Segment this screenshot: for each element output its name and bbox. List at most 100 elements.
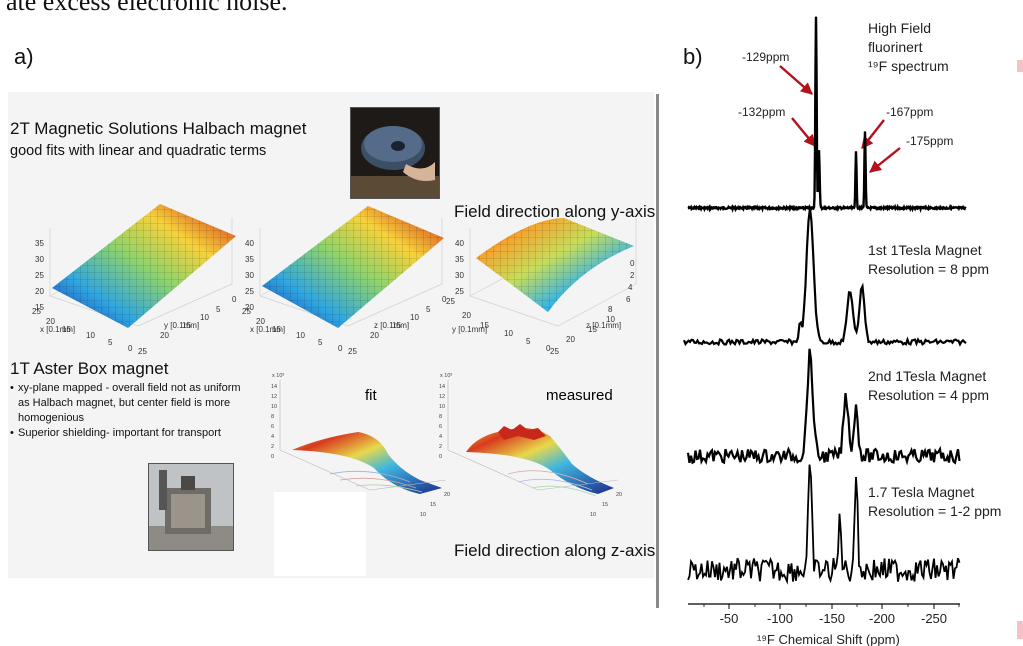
plot2-right-tick-1: 5 <box>426 305 431 314</box>
plot3-right-tick-4: 8 <box>608 305 613 314</box>
plot3-left-tick-1: 20 <box>462 311 471 320</box>
plot3-ztick-0: 40 <box>455 239 464 248</box>
x-tick-label: -150 <box>819 611 845 626</box>
spectrum-2-label-line1: 2nd 1Tesla Magnet <box>868 368 986 384</box>
plot2-ztick-2: 30 <box>245 271 254 280</box>
plot2-ztick-4: 20 <box>245 303 254 312</box>
bullet-dot: • <box>10 382 14 394</box>
aster-fit-ztick-2: 10 <box>271 404 277 410</box>
plot3-right-tick-1: 2 <box>630 271 635 280</box>
plot3-right-tick-7: 20 <box>566 335 575 344</box>
spectrum-1-label-line2: Resolution = 8 ppm <box>868 261 989 277</box>
page-top-text: ate excess electronic noise. <box>6 0 288 16</box>
aster-fit-exponent: x 10³ <box>272 373 284 379</box>
halbach-title: 2T Magnetic Solutions Halbach magnet <box>10 119 307 138</box>
plot3-left-tick-5: 0 <box>546 344 551 353</box>
plot1-ztick-2: 25 <box>35 271 44 280</box>
aster-measured-base-tick-3: 15 <box>602 502 608 508</box>
aster-measured-ztick-0: 14 <box>439 384 445 390</box>
spectrum-2-label-line2: Resolution = 4 ppm <box>868 387 989 403</box>
plot2-left-tick-4: 5 <box>318 338 323 347</box>
aster-fit-ztick-5: 4 <box>271 434 274 440</box>
plot2-right-tick-4: 20 <box>370 331 379 340</box>
plot3-right-tick-8: 25 <box>550 347 559 356</box>
blank-overlay <box>274 492 366 576</box>
plot2-left-tick-5: 0 <box>338 344 343 353</box>
spectrum-3-label-line2: Resolution = 1-2 ppm <box>868 503 1001 519</box>
plot2-right-axis: z [0.1mm] <box>374 321 409 330</box>
panel-b-label: b) <box>683 44 703 69</box>
plot1-left-tick-4: 5 <box>108 338 113 347</box>
plot1-right-tick-5: 25 <box>138 347 147 356</box>
aster-title: 1T Aster Box magnet <box>10 359 169 378</box>
plot1-right-tick-0: 0 <box>232 295 237 304</box>
bullet-dot: • <box>10 427 14 439</box>
aster-fit-ztick-1: 12 <box>271 394 277 400</box>
spectrum-1-7t <box>687 464 961 585</box>
plot3-left-tick-3: 10 <box>504 329 513 338</box>
plot1-right-tick-3: 15 <box>182 321 191 330</box>
plot1-left-tick-1: 20 <box>46 317 55 326</box>
plot1-ztick-1: 30 <box>35 255 44 264</box>
plot3-right-tick-6: 15 <box>588 325 597 334</box>
aster-bullet-2: • Superior shielding- important for tran… <box>10 426 248 441</box>
spectrum-1st-1t <box>682 207 967 347</box>
aster-fit-label: fit <box>365 387 378 404</box>
plot1-left-tick-3: 10 <box>86 331 95 340</box>
peak-label-175: -175ppm <box>906 134 953 148</box>
plot1-right-tick-2: 10 <box>200 313 209 322</box>
hf-title-line1: High Field <box>868 20 931 36</box>
aster-fit-base-tick-4: 20 <box>444 492 450 498</box>
plot1-ztick-4: 15 <box>35 303 44 312</box>
peak-label-132: -132ppm <box>738 105 785 119</box>
plot2-right-tick-2: 10 <box>410 313 419 322</box>
plot2-ztick-3: 25 <box>245 287 254 296</box>
spectrum-1-label-line1: 1st 1Tesla Magnet <box>868 242 982 258</box>
halbach-magnet-photo <box>350 107 440 199</box>
peak-arrows <box>779 65 901 173</box>
plot1-ztick-0: 35 <box>35 239 44 248</box>
aster-fit-ztick-7: 0 <box>271 454 274 460</box>
plot1-left-tick-5: 0 <box>128 344 133 353</box>
aster-measured-ztick-6: 2 <box>439 444 442 450</box>
halbach-plot-3: 40 35 30 25 25 20 15 10 5 0 y [0.1mm] 0 … <box>446 218 637 356</box>
aster-measured-plot: measured x 10³ 14 12 10 8 6 4 2 0 20 15 … <box>439 373 622 518</box>
panel-a-label: a) <box>14 44 34 69</box>
plot1-right-axis: y [0.1mm] <box>164 321 199 330</box>
halbach-subtitle: good fits with linear and quadratic term… <box>10 143 267 159</box>
plot2-right-tick-3: 15 <box>392 321 401 330</box>
halbach-surface-plots: 35 30 25 20 15 25 20 15 10 5 0 x [0.1mm]… <box>32 204 637 356</box>
plot2-left-tick-3: 10 <box>296 331 305 340</box>
plot2-left-tick-2: 15 <box>272 325 281 334</box>
peak-label-129: -129ppm <box>742 50 789 64</box>
plot3-left-tick-4: 5 <box>526 337 531 346</box>
plot3-ztick-3: 25 <box>455 287 464 296</box>
aster-fit-base-tick-3: 15 <box>430 502 436 508</box>
aster-measured-exponent: x 10³ <box>440 373 452 379</box>
plot1-left-tick-0: 25 <box>32 307 41 316</box>
plot3-left-tick-2: 15 <box>480 321 489 330</box>
x-tick-label: -50 <box>720 611 739 626</box>
halbach-field-direction: Field direction along y-axis <box>454 202 656 221</box>
aster-bullet-1: • xy-plane mapped - overall field not as… <box>10 381 248 426</box>
spectra-x-axis-label: ¹⁹F Chemical Shift (ppm) <box>757 632 900 646</box>
plot1-right-tick-1: 5 <box>216 305 221 314</box>
aster-fit-base-tick-2: 10 <box>420 512 426 518</box>
plot3-left-axis: y [0.1mm] <box>452 325 487 334</box>
aster-fit-ztick-6: 2 <box>271 444 274 450</box>
plot2-ztick-1: 35 <box>245 255 254 264</box>
aster-measured-ztick-1: 12 <box>439 394 445 400</box>
aster-magnet-photo <box>148 463 234 551</box>
aster-fit-plot: fit x 10³ 14 12 10 8 6 4 2 0 20 15 10 <box>271 373 450 518</box>
peak-label-167: -167ppm <box>886 105 933 119</box>
aster-fit-ztick-3: 8 <box>271 414 274 420</box>
panel-divider <box>656 94 659 608</box>
hf-title-line2: fluorinert <box>868 39 923 55</box>
aster-measured-ztick-5: 4 <box>439 434 442 440</box>
aster-fit-ztick-0: 14 <box>271 384 277 390</box>
spectrum-high-field <box>687 16 967 214</box>
plot1-left-tick-2: 15 <box>62 325 71 334</box>
halbach-plot-1: 35 30 25 20 15 25 20 15 10 5 0 x [0.1mm]… <box>32 204 237 356</box>
plot1-left-axis: x [0.1mm] <box>40 325 75 334</box>
x-tick-label: -200 <box>869 611 895 626</box>
